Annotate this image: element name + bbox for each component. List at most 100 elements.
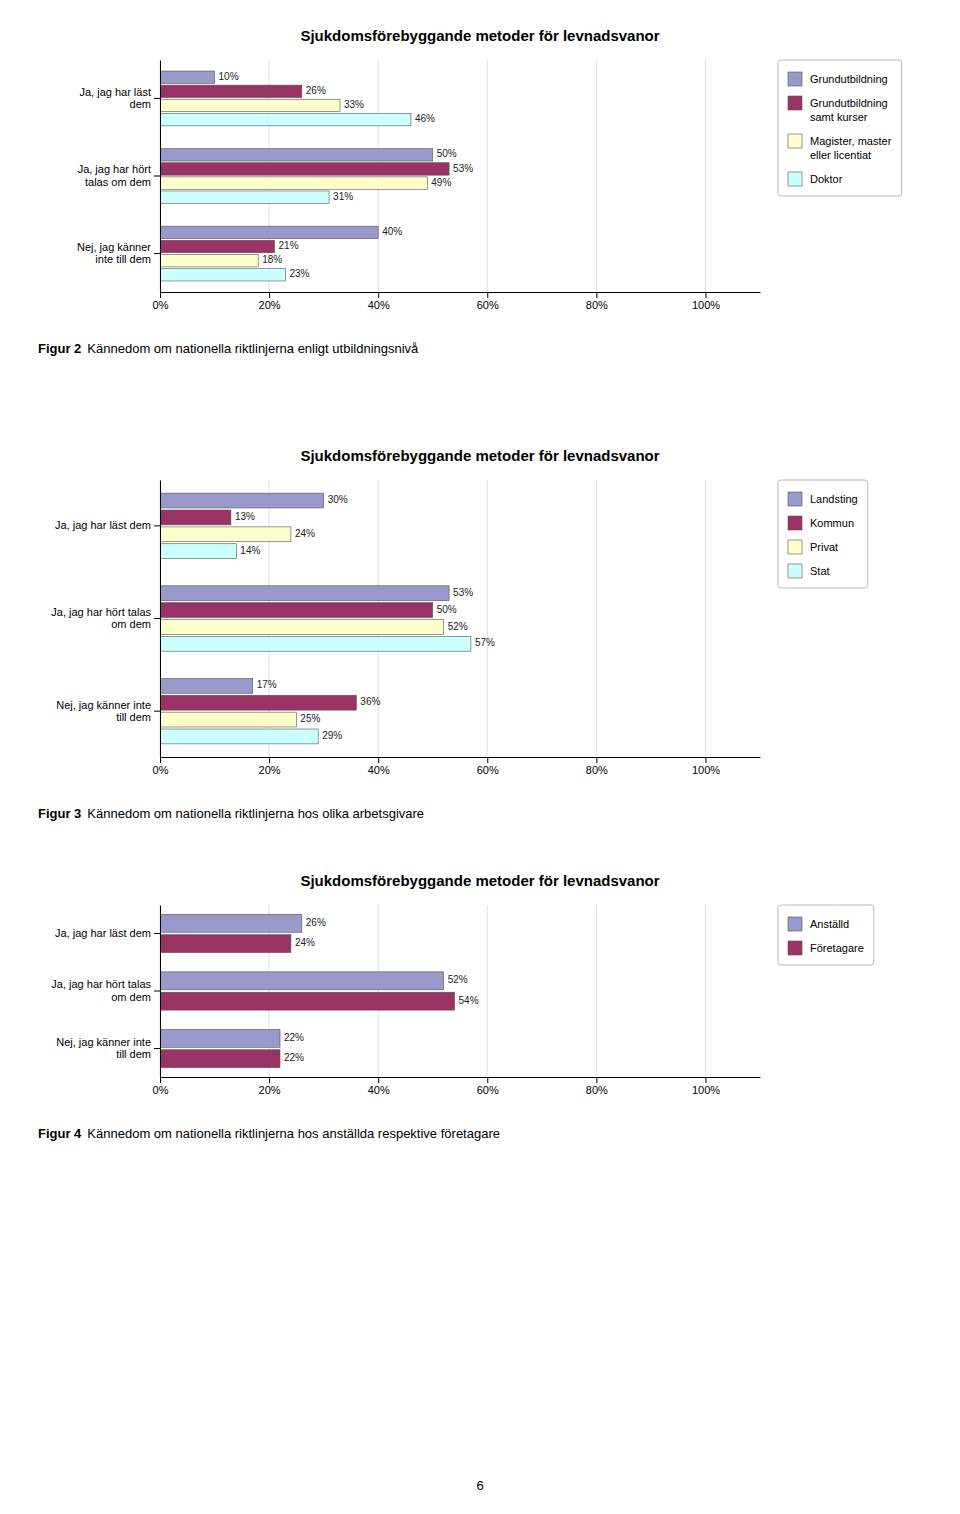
tick: Ja, jag har hört talasom dem (51, 606, 160, 630)
tick: Ja, jag har läst dem (55, 927, 160, 939)
tick-mark (154, 933, 160, 934)
bar (160, 71, 215, 83)
legend-swatch (788, 516, 802, 530)
legend-swatch (788, 134, 802, 148)
tick-mark (705, 757, 706, 763)
legend-label: Landsting (810, 493, 858, 505)
tick-label: Ja, jag har hört talasom dem (51, 606, 151, 630)
tick-label-line: Ja, jag har läst dem (55, 927, 151, 939)
legend-label: Doktor (810, 173, 843, 185)
tick-mark (160, 1077, 161, 1083)
tick-mark (269, 292, 270, 298)
bar (160, 149, 433, 161)
legend: Anställd Företagare (778, 905, 874, 965)
tick: 60% (477, 1077, 499, 1096)
legend-entry: Landsting (788, 492, 858, 506)
axis-line (161, 1077, 761, 1078)
grid (160, 905, 705, 1077)
legend-frame (778, 60, 902, 196)
bar (160, 935, 291, 953)
tick-label: 40% (368, 764, 390, 776)
caption-part: Figur 3 (38, 806, 81, 821)
tick: Nej, jag kännerinte till dem (77, 241, 160, 265)
tick-label-line: till dem (116, 711, 151, 723)
bars (160, 914, 455, 1067)
chart-title: Sjukdomsförebyggande metoder för levnads… (300, 872, 659, 889)
bar (160, 914, 302, 932)
tick: 40% (368, 292, 390, 311)
bar (160, 972, 444, 990)
tick-label-line: till dem (116, 1048, 151, 1060)
legend-label-line: Magister, master (810, 135, 892, 147)
legend-swatch (788, 917, 802, 931)
data-label: 57% (475, 637, 495, 648)
axis-line (160, 61, 161, 293)
tick-label: 0% (153, 764, 169, 776)
bar (160, 163, 449, 175)
tick-mark (487, 757, 488, 763)
tick: Nej, jag känner intetill dem (56, 1036, 160, 1060)
tick-label-line: Nej, jag känner (77, 241, 151, 253)
tick-mark (487, 292, 488, 298)
data-label: 52% (448, 621, 468, 632)
caption: Figur 2Kännedom om nationella riktlinjer… (38, 341, 419, 356)
chart-title: Sjukdomsförebyggande metoder för levnads… (300, 27, 659, 44)
legend-label: Grundutbildning (810, 73, 888, 85)
tick: 40% (368, 757, 390, 776)
tick-mark (487, 1077, 488, 1083)
tick-label-line: talas om dem (85, 176, 151, 188)
data-labels: 22%52%26%22%54%24% (284, 917, 479, 1063)
data-label: 33% (344, 99, 364, 110)
bar (160, 240, 275, 252)
tick: Ja, jag har hörttalas om dem (78, 163, 160, 187)
tick-mark (378, 757, 379, 763)
tick-label: 100% (692, 299, 720, 311)
grid-line (487, 480, 488, 757)
tick-label: 0% (153, 1084, 169, 1096)
tick-mark (378, 1077, 379, 1083)
tick-label: Ja, jag har hört talasom dem (51, 978, 151, 1002)
data-label: 53% (453, 163, 473, 174)
tick-label: 40% (368, 1084, 390, 1096)
data-label: 13% (235, 511, 255, 522)
data-label: 21% (279, 240, 299, 251)
tick-mark (160, 757, 161, 763)
legend-entry: Magister, mastereller licentiat (788, 134, 892, 161)
data-label: 26% (306, 85, 326, 96)
legend-entry: Grundutbildning (788, 72, 888, 86)
legend-label-line: Grundutbildning (810, 97, 888, 109)
plot: 22%52%26%22%54%24%0%20%40%60%80%100%Nej,… (51, 905, 873, 1096)
tick-label-line: dem (130, 98, 151, 110)
legend-label: Företagare (810, 942, 864, 954)
bar (160, 177, 427, 189)
bar (160, 992, 455, 1010)
bar (160, 99, 340, 111)
legend-label-line: Landsting (810, 493, 858, 505)
tick-mark (160, 292, 161, 298)
tick-label: 80% (586, 1084, 608, 1096)
tick-label-line: Ja, jag har hört (78, 163, 151, 175)
tick: 80% (586, 1077, 608, 1096)
legend-entry: Företagare (788, 941, 864, 955)
data-label: 26% (306, 917, 326, 928)
caption-part: Figur 4 (38, 1126, 82, 1141)
caption: Figur 3Kännedom om nationella riktlinjer… (38, 806, 424, 821)
tick-label: 80% (586, 764, 608, 776)
bar (160, 712, 296, 727)
legend-label-line: Anställd (810, 918, 849, 930)
grid-line (378, 480, 379, 757)
legend-swatch (788, 172, 802, 186)
tick-mark (154, 1048, 160, 1049)
tick-label: Ja, jag har hörttalas om dem (78, 163, 151, 187)
bar (160, 191, 329, 203)
bar (160, 620, 444, 635)
bars (160, 71, 449, 281)
legend-entry: Anställd (788, 917, 849, 931)
legend-label: Grundutbildningsamt kurser (810, 97, 888, 123)
data-label: 22% (284, 1032, 304, 1043)
legend-entry: Stat (788, 564, 830, 578)
grid-line (596, 60, 597, 292)
tick-label: 20% (259, 299, 281, 311)
legend: LandstingKommunPrivatStat (778, 480, 868, 588)
data-label: 46% (415, 113, 435, 124)
